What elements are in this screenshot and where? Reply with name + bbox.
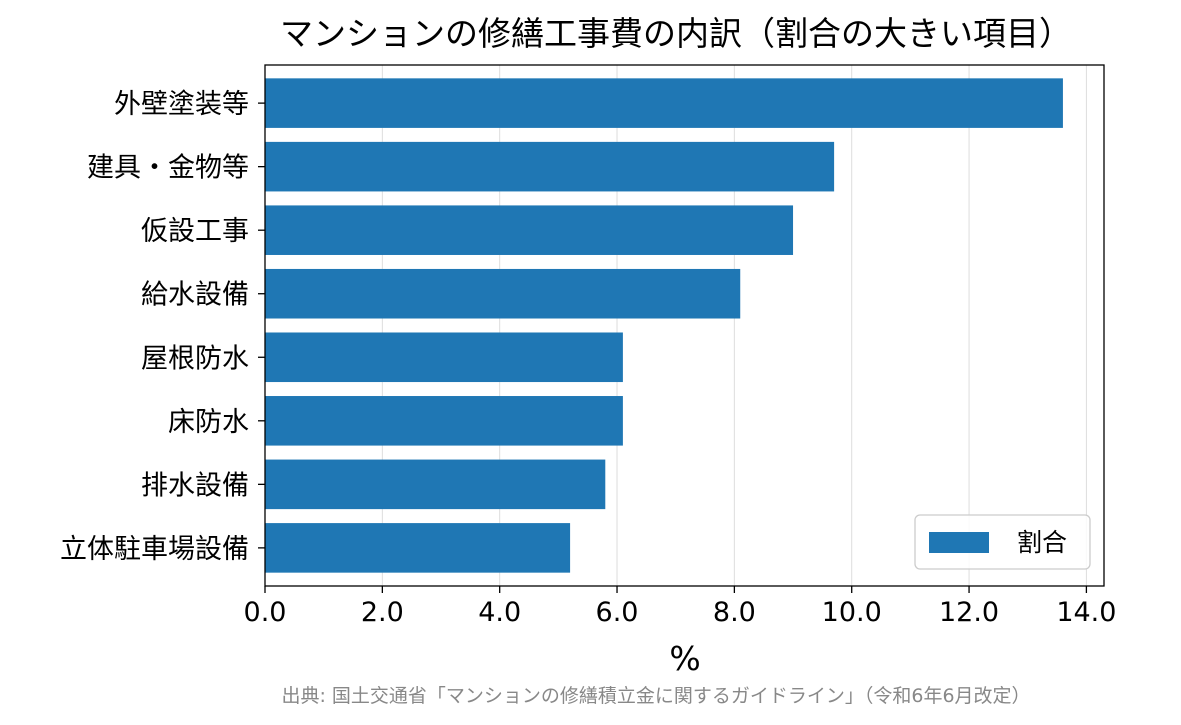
y-tick-label: 立体駐車場設備	[60, 534, 249, 565]
bar	[265, 459, 606, 510]
bar	[265, 141, 835, 192]
x-tick-label: 14.0	[1056, 597, 1116, 628]
bar	[265, 396, 623, 446]
y-tick-label: 仮設工事	[141, 216, 249, 247]
legend-label: 割合	[1017, 528, 1067, 557]
legend-frame	[914, 514, 1091, 570]
bar	[265, 523, 571, 573]
x-tick-label: 6.0	[596, 597, 639, 628]
source-note: 出典: 国土交通省「マンションの修繕積立金に関するガイドライン」（令和6年6月改…	[281, 685, 1030, 707]
bar	[265, 205, 794, 255]
x-tick-label: 4.0	[478, 597, 521, 628]
y-tick-label: 床防水	[168, 407, 249, 438]
bar	[265, 268, 741, 319]
legend-swatch	[929, 532, 989, 553]
x-axis-label: %	[669, 639, 700, 678]
y-tick-label: 排水設備	[141, 470, 249, 501]
y-tick-label: 外壁塗装等	[114, 89, 249, 120]
bars	[265, 78, 1063, 573]
x-tick-label: 12.0	[939, 597, 999, 628]
bar	[265, 332, 623, 383]
x-tick-label: 0.0	[244, 597, 287, 628]
chart-title: マンションの修繕工事費の内訳（割合の大きい項目）	[280, 14, 1072, 53]
legend: 割合	[914, 514, 1091, 570]
x-axis-ticks: 0.0 2.0 4.0 6.0 8.0 10.0 12.0 14.0	[244, 586, 1116, 628]
x-tick-label: 8.0	[713, 597, 756, 628]
y-tick-label: 給水設備	[141, 280, 249, 311]
y-tick-label: 屋根防水	[141, 343, 249, 374]
plot-frame	[264, 64, 1105, 587]
x-tick-label: 10.0	[822, 597, 882, 628]
bar	[265, 78, 1063, 128]
y-tick-label: 建具・金物等	[87, 153, 249, 184]
x-tick-label: 2.0	[361, 597, 404, 628]
